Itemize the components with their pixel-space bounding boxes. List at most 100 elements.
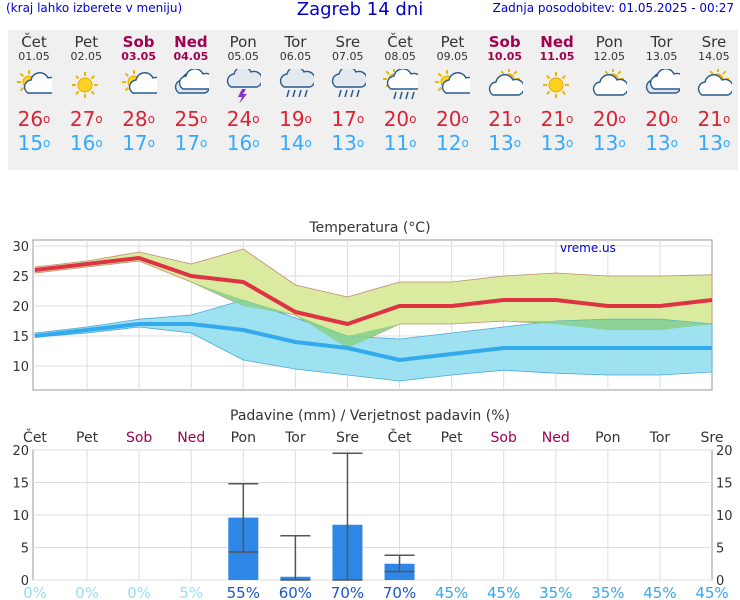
day-label: Ned (542, 430, 570, 446)
cloud-icon (165, 68, 217, 103)
day-date: 12.05 (593, 50, 626, 63)
y-tick-label: 30 (12, 240, 29, 255)
day-name: Ned (174, 33, 208, 51)
forecast-day: Sob 03.05 28o 17o (113, 30, 165, 155)
forecast-day: Pon 12.05 20o 13o (583, 30, 635, 155)
max-temperature: 24o (226, 107, 260, 131)
forecast-day: Tor 13.05 20o 13o (636, 30, 688, 155)
probability-label: 0% (75, 584, 99, 600)
max-temperature: 26o (17, 107, 51, 131)
forecast-day: Pon 05.05 24o 16o (217, 30, 269, 155)
sun-icon (531, 69, 583, 103)
day-date: 13.05 (645, 50, 678, 63)
max-temperature: 20o (383, 107, 417, 131)
max-temperature: 28o (122, 107, 155, 131)
probability-label: 5% (179, 584, 203, 600)
y-tick-label: 20 (12, 300, 29, 315)
day-name: Tor (650, 33, 673, 51)
probability-label: 0% (23, 584, 47, 600)
probability-label: 45% (487, 584, 520, 600)
day-date: 05.05 (227, 50, 259, 63)
min-temperature: 13o (697, 131, 731, 155)
day-date: 07.05 (332, 50, 364, 63)
day-name: Pet (440, 33, 465, 51)
y-tick-label-left: 15 (12, 477, 29, 492)
y-tick-label: 25 (12, 270, 29, 285)
day-label: Pet (441, 430, 464, 446)
forecast-day: Ned 11.05 21o 13o (531, 30, 583, 155)
probability-label: 35% (591, 584, 624, 600)
probability-label: 35% (539, 584, 572, 600)
y-tick-label: 15 (12, 330, 29, 345)
max-temperature: 20o (645, 107, 678, 131)
precipitation-chart-title: Padavine (mm) / Verjetnost padavin (%) (230, 408, 510, 424)
forecast-day: Sre 14.05 21o 13o (688, 30, 740, 155)
day-date: 01.05 (18, 50, 50, 63)
watermark: vreme.us (560, 241, 616, 255)
precipitation-chart: Padavine (mm) / Verjetnost padavin (%) Če… (12, 408, 732, 600)
day-name: Čet (387, 33, 413, 51)
day-name: Ned (540, 33, 574, 51)
probability-label: 45% (695, 584, 728, 600)
day-label: Tor (649, 430, 671, 446)
y-tick-label-left: 5 (21, 542, 29, 557)
day-date: 04.05 (173, 50, 209, 63)
y-tick-label-left: 0 (21, 574, 29, 589)
max-temperature: 19o (279, 107, 312, 131)
min-temperature: 17o (174, 131, 208, 155)
rain-cloud-icon (270, 66, 322, 103)
day-label: Sob (491, 430, 517, 446)
min-temperature: 13o (645, 131, 678, 155)
max-temperature: 21o (697, 107, 731, 131)
forecast-day: Pet 02.05 27o 16o (60, 30, 112, 155)
thunderstorm-icon (217, 66, 269, 104)
range-overlap (35, 261, 712, 348)
last-updated: Zadnja posodobitev: 01.05.2025 - 00:27 (492, 1, 734, 15)
probability-label: 55% (227, 584, 260, 600)
max-temperature: 21o (540, 107, 574, 131)
min-temperature: 14o (279, 131, 312, 155)
max-temperature: 25o (174, 107, 208, 131)
rain-cloud-icon (322, 66, 374, 103)
day-name: Tor (284, 33, 307, 51)
forecast-day: Čet 01.05 26o 15o (8, 30, 60, 155)
day-name: Sob (488, 33, 521, 51)
day-label: Sre (701, 430, 724, 446)
min-temperature-line (34, 322, 712, 362)
temperature-chart-title: Temperatura (°C) (308, 220, 430, 236)
forecast-day: Sre 07.05 17o 13o (322, 30, 374, 155)
sun-icon (60, 69, 112, 103)
day-name: Pon (229, 33, 257, 51)
min-temperature: 13o (331, 131, 365, 155)
temperature-chart: 10 15 20 25 30 Temperatura (°C) vreme.us (12, 220, 713, 391)
page-title: Zagreb 14 dni (296, 0, 424, 20)
day-label: Čet (23, 428, 47, 446)
day-name: Pet (74, 33, 99, 51)
day-label: Sob (126, 430, 152, 446)
day-date: 03.05 (121, 50, 156, 63)
max-temperature-line (34, 256, 713, 326)
y-tick-label-left: 20 (12, 444, 29, 459)
y-tick-label-left: 10 (12, 509, 29, 524)
day-date: 10.05 (487, 50, 523, 63)
day-label: Pon (595, 430, 620, 446)
day-name: Sob (122, 33, 155, 51)
day-label: Tor (284, 430, 306, 446)
max-temperature: 20o (435, 107, 469, 131)
day-name: Sre (335, 33, 361, 51)
max-temperature: 21o (488, 107, 522, 131)
day-date: 09.05 (436, 50, 469, 63)
y-tick-label: 10 (12, 360, 29, 375)
sun-cloud-icon (426, 69, 479, 103)
day-date: 11.05 (539, 50, 575, 63)
min-temperature: 13o (592, 131, 626, 155)
min-temperature: 12o (435, 131, 469, 155)
min-temperature: 16o (226, 131, 260, 155)
partly-cloudy-icon (688, 68, 740, 103)
header-note[interactable]: (kraj lahko izberete v meniju) (6, 1, 183, 15)
day-name: Sre (701, 33, 727, 51)
sun-cloud-icon (113, 69, 165, 103)
forecast-day: Čet 08.05 20o 11o (374, 30, 426, 155)
cloud-icon (636, 68, 688, 103)
probability-label: 60% (279, 584, 312, 600)
